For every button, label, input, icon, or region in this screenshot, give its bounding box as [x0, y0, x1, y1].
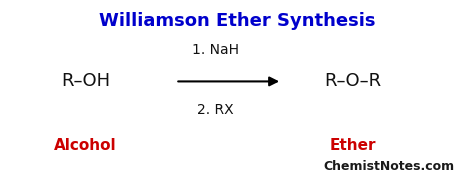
Text: ChemistNotes.com: ChemistNotes.com	[323, 160, 454, 173]
Text: R–O–R: R–O–R	[325, 72, 382, 90]
Text: 2. RX: 2. RX	[197, 103, 234, 117]
Text: 1. NaH: 1. NaH	[192, 42, 239, 57]
Text: R–OH: R–OH	[61, 72, 110, 90]
Text: Alcohol: Alcohol	[54, 138, 117, 153]
Text: Williamson Ether Synthesis: Williamson Ether Synthesis	[99, 12, 375, 30]
Text: Ether: Ether	[330, 138, 376, 153]
